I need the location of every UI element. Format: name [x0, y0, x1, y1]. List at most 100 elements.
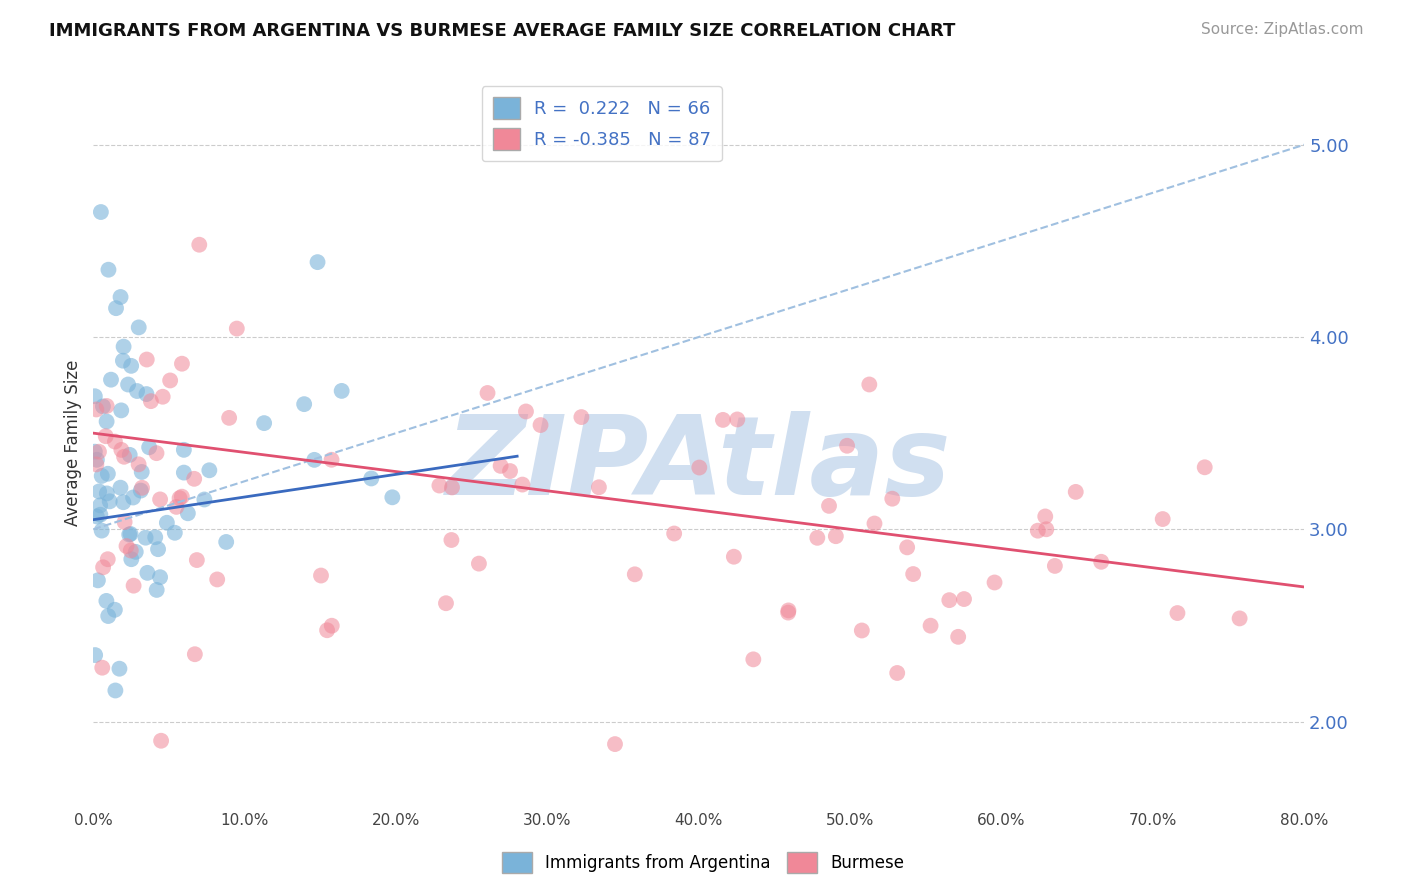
- Point: [118, 448, 141, 462]
- Point: [129, 483, 152, 498]
- Point: [468, 557, 491, 571]
- Point: [120, 527, 142, 541]
- Point: [983, 575, 1005, 590]
- Point: [118, 527, 141, 541]
- Point: [218, 410, 240, 425]
- Point: [149, 570, 172, 584]
- Point: [1090, 555, 1112, 569]
- Point: [173, 466, 195, 480]
- Point: [125, 545, 148, 559]
- Point: [131, 481, 153, 495]
- Point: [136, 566, 159, 580]
- Point: [938, 593, 960, 607]
- Legend: Immigrants from Argentina, Burmese: Immigrants from Argentina, Burmese: [495, 846, 911, 880]
- Point: [1194, 460, 1216, 475]
- Point: [529, 418, 551, 433]
- Point: [165, 500, 187, 514]
- Point: [90, 205, 112, 219]
- Point: [1043, 558, 1066, 573]
- Point: [89, 499, 111, 513]
- Point: [139, 394, 162, 409]
- Point: [330, 384, 353, 398]
- Point: [571, 410, 593, 425]
- Point: [131, 465, 153, 479]
- Point: [1064, 484, 1087, 499]
- Point: [304, 453, 326, 467]
- Point: [97, 262, 120, 277]
- Point: [110, 290, 132, 304]
- Point: [89, 484, 111, 499]
- Point: [91, 661, 114, 675]
- Text: Source: ZipAtlas.com: Source: ZipAtlas.com: [1201, 22, 1364, 37]
- Point: [169, 491, 191, 505]
- Point: [184, 647, 207, 661]
- Point: [316, 624, 339, 638]
- Point: [105, 301, 128, 315]
- Point: [440, 480, 463, 494]
- Point: [711, 413, 734, 427]
- Point: [603, 737, 626, 751]
- Point: [120, 552, 142, 566]
- Point: [886, 665, 908, 680]
- Point: [110, 442, 132, 457]
- Point: [86, 458, 108, 472]
- Point: [96, 486, 118, 500]
- Point: [156, 516, 179, 530]
- Point: [778, 603, 800, 617]
- Point: [86, 509, 108, 524]
- Point: [125, 384, 148, 398]
- Point: [117, 377, 139, 392]
- Point: [112, 450, 135, 464]
- Point: [149, 492, 172, 507]
- Legend: R =  0.222   N = 66, R = -0.385   N = 87: R = 0.222 N = 66, R = -0.385 N = 87: [482, 87, 723, 161]
- Point: [818, 499, 841, 513]
- Text: ZIPAtlas: ZIPAtlas: [446, 411, 952, 518]
- Point: [946, 630, 969, 644]
- Point: [778, 606, 800, 620]
- Point: [253, 416, 276, 430]
- Point: [307, 255, 329, 269]
- Point: [135, 531, 157, 545]
- Point: [858, 377, 880, 392]
- Point: [440, 533, 463, 547]
- Point: [183, 472, 205, 486]
- Point: [588, 480, 610, 494]
- Point: [170, 357, 193, 371]
- Point: [882, 491, 904, 506]
- Point: [309, 568, 332, 582]
- Point: [163, 525, 186, 540]
- Point: [98, 494, 121, 508]
- Point: [835, 439, 858, 453]
- Point: [662, 526, 685, 541]
- Point: [1035, 522, 1057, 536]
- Point: [688, 460, 710, 475]
- Point: [97, 467, 120, 481]
- Point: [173, 442, 195, 457]
- Point: [111, 353, 134, 368]
- Point: [135, 352, 157, 367]
- Point: [135, 387, 157, 401]
- Point: [188, 237, 211, 252]
- Point: [512, 477, 534, 491]
- Point: [205, 573, 228, 587]
- Point: [489, 458, 512, 473]
- Point: [152, 390, 174, 404]
- Point: [108, 662, 131, 676]
- Point: [225, 321, 247, 335]
- Point: [381, 491, 404, 505]
- Point: [94, 429, 117, 443]
- Point: [145, 582, 167, 597]
- Point: [1152, 512, 1174, 526]
- Point: [83, 389, 105, 403]
- Point: [901, 567, 924, 582]
- Point: [623, 567, 645, 582]
- Point: [851, 624, 873, 638]
- Point: [723, 549, 745, 564]
- Point: [321, 452, 343, 467]
- Point: [104, 603, 127, 617]
- Point: [97, 552, 120, 566]
- Point: [100, 373, 122, 387]
- Point: [360, 471, 382, 485]
- Point: [198, 463, 221, 477]
- Point: [84, 648, 107, 662]
